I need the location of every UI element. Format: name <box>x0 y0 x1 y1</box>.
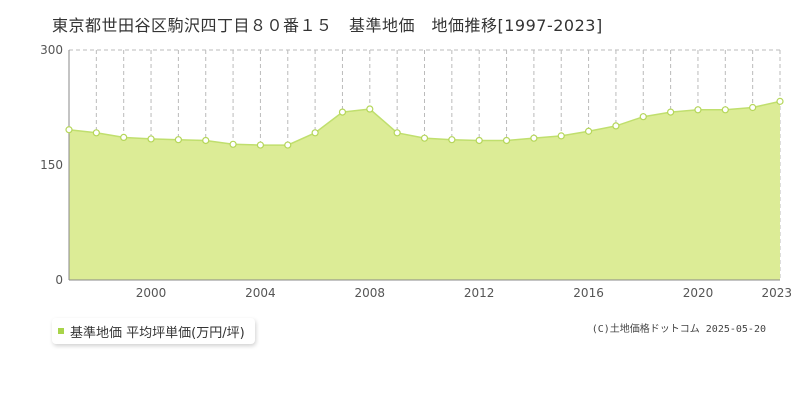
data-point <box>639 113 647 121</box>
data-point <box>694 106 702 114</box>
data-point <box>776 97 784 105</box>
y-tick-label: 300 <box>40 43 63 57</box>
y-tick-label: 150 <box>40 158 63 172</box>
data-point <box>393 129 401 137</box>
legend-swatch-icon <box>58 328 64 334</box>
data-point <box>256 141 265 149</box>
x-tick-label: 2023 <box>761 286 792 300</box>
data-point <box>65 126 73 134</box>
data-point <box>612 122 620 130</box>
chart-title: 東京都世田谷区駒沢四丁目８０番１５ 基準地価 地価推移[1997-2023] <box>52 16 603 35</box>
data-point <box>311 129 319 137</box>
data-point <box>448 136 456 144</box>
x-tick-label: 2020 <box>683 286 714 300</box>
x-tick-label: 2004 <box>245 286 276 300</box>
x-tick-label: 2008 <box>355 286 386 300</box>
data-point <box>202 136 210 145</box>
copyright-text: (C)土地価格ドットコム 2025-05-20 <box>591 324 766 335</box>
data-point <box>284 141 292 149</box>
data-point <box>338 108 347 116</box>
data-point <box>557 132 565 140</box>
data-point <box>530 134 538 142</box>
data-point <box>420 134 429 142</box>
legend-label: 基準地価 平均坪単価(万円/坪) <box>70 325 245 341</box>
data-point <box>147 135 155 143</box>
data-point <box>174 136 182 144</box>
legend[interactable]: 基準地価 平均坪単価(万円/坪) <box>52 318 255 344</box>
label-layer: 0 150 300 2000 2004 2008 2012 2016 2020 2023 <box>40 43 792 300</box>
data-point <box>120 133 128 141</box>
data-point <box>721 106 729 114</box>
x-tick-label: 2016 <box>573 286 604 300</box>
data-point <box>584 127 593 135</box>
data-point <box>92 129 100 137</box>
data-point <box>229 140 237 148</box>
x-tick-label: 2000 <box>136 286 167 300</box>
marker-layer <box>65 97 784 149</box>
x-tick-label: 2012 <box>464 286 495 300</box>
data-point <box>749 103 757 112</box>
data-point <box>366 105 374 113</box>
axis-layer <box>68 50 780 281</box>
data-point <box>475 136 483 145</box>
area-fill <box>69 101 780 280</box>
data-point <box>667 108 675 116</box>
y-tick-label: 0 <box>55 273 63 287</box>
data-point <box>502 136 511 145</box>
